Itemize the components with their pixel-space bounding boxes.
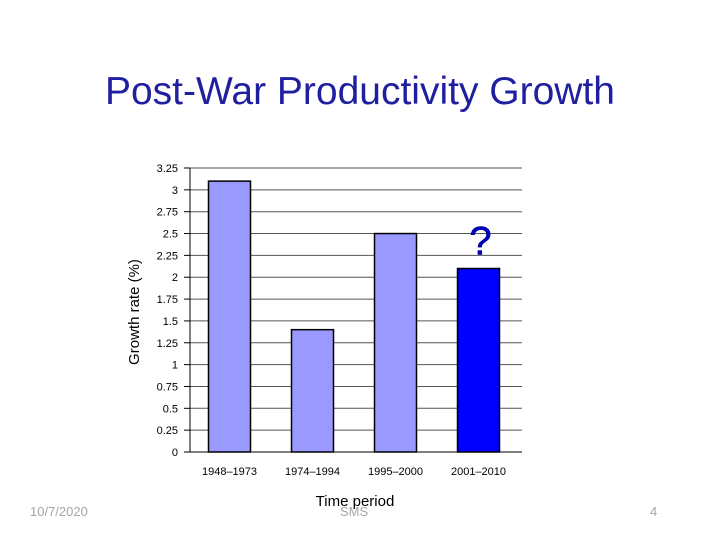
x-axis-label: Time period (316, 493, 395, 510)
y-tick-label: 0 (172, 447, 178, 459)
y-tick-label: 2.5 (163, 229, 178, 241)
slide-title: Post-War Productivity Growth (104, 70, 615, 113)
x-tick-label: 2001–2010 (451, 466, 506, 478)
x-tick-label: 1948–1973 (202, 466, 257, 478)
y-tick-label: 0.25 (157, 425, 178, 437)
footer-center: SMS (340, 504, 369, 519)
y-tick-label: 0.75 (157, 381, 178, 393)
y-tick-label: 3.25 (157, 163, 178, 175)
y-tick-label: 1.5 (163, 316, 178, 328)
y-tick-label: 0.5 (163, 403, 178, 415)
bar (207, 180, 252, 453)
question-mark-annotation: ? (469, 219, 491, 263)
page-number: 4 (650, 504, 658, 519)
y-tick-label: 1.75 (157, 294, 178, 306)
y-tick-label: 3 (172, 185, 178, 197)
bar (290, 328, 335, 453)
y-tick-label: 2 (172, 272, 178, 284)
x-tick-label: 1995–2000 (368, 466, 423, 478)
y-axis-label: Growth rate (%) (126, 259, 143, 365)
footer-date: 10/7/2020 (30, 504, 88, 519)
y-tick-label: 1.25 (157, 338, 178, 350)
bar (373, 232, 418, 453)
x-tick-label: 1974–1994 (285, 466, 340, 478)
bar (456, 267, 501, 453)
y-tick-label: 2.25 (157, 250, 178, 262)
y-tick-label: 2.75 (157, 207, 178, 219)
y-tick-label: 1 (172, 360, 178, 372)
